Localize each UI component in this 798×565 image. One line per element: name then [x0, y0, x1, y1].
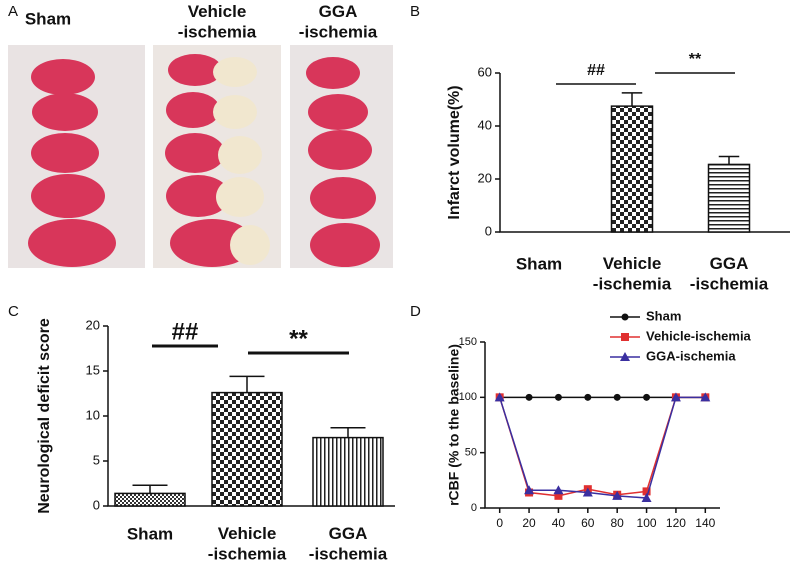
- significance-label: **: [289, 325, 308, 352]
- marker: [554, 491, 563, 500]
- y-tick-label: 0: [93, 497, 100, 512]
- legend-label: Sham: [646, 308, 681, 323]
- marker: [700, 392, 711, 402]
- marker: [553, 485, 564, 495]
- error-bar: [132, 484, 168, 494]
- marker: [554, 393, 562, 401]
- x-tick-label: Vehicle -ischemia: [593, 254, 672, 293]
- bar: [312, 436, 384, 507]
- x-tick-label: 80: [611, 516, 625, 530]
- marker: [670, 392, 681, 402]
- x-tick-label: Vehicle -ischemia: [208, 524, 287, 563]
- x-tick-label: 120: [666, 516, 686, 530]
- marker: [524, 485, 535, 495]
- error-bar: [229, 375, 265, 393]
- x-tick-label: GGA -ischemia: [690, 254, 769, 293]
- x-tick-label: 140: [695, 516, 715, 530]
- bar: [707, 163, 751, 233]
- legend-label: Vehicle-ischemia: [646, 328, 752, 343]
- error-bar: [621, 92, 643, 107]
- y-tick-label: 15: [86, 362, 100, 377]
- y-tick-label: 40: [478, 117, 492, 132]
- marker: [525, 393, 533, 401]
- marker: [612, 490, 623, 500]
- line: [498, 396, 706, 497]
- y-tick-label: 60: [478, 64, 492, 79]
- error-bar: [718, 155, 740, 165]
- y-tick-label: 50: [465, 447, 477, 459]
- column-label: Vehicle -ischemia: [178, 2, 257, 41]
- y-tick-label: 100: [459, 391, 477, 403]
- legend-label: GGA-ischemia: [646, 348, 736, 363]
- bar: [114, 492, 186, 507]
- marker: [582, 487, 593, 497]
- marker: [621, 313, 629, 321]
- y-tick-label: 0: [471, 502, 477, 514]
- marker: [494, 392, 505, 402]
- y-tick-label: 5: [93, 452, 100, 467]
- brain-photos: [8, 45, 393, 268]
- y-axis-label: Infarct volume(%): [446, 85, 463, 219]
- y-tick-label: 20: [478, 170, 492, 185]
- x-tick-label: 20: [522, 516, 536, 530]
- x-tick-label: 100: [637, 516, 657, 530]
- significance-label: ##: [172, 318, 199, 345]
- x-tick-label: Sham: [516, 254, 562, 273]
- marker: [641, 493, 652, 503]
- x-tick-label: 0: [496, 516, 503, 530]
- significance-label: ##: [587, 62, 605, 79]
- error-bar: [330, 426, 366, 438]
- marker: [584, 393, 592, 401]
- column-label: Sham: [25, 9, 71, 28]
- line: [498, 396, 706, 499]
- y-tick-label: 10: [86, 407, 100, 422]
- marker: [643, 393, 651, 401]
- y-tick-label: 150: [459, 336, 477, 348]
- marker: [620, 352, 630, 361]
- y-axis-label: rCBF (% to the baseline): [446, 344, 462, 506]
- panel-label: B: [410, 3, 420, 20]
- panel-label: C: [8, 303, 19, 320]
- axis: [484, 342, 720, 509]
- y-tick-label: 20: [86, 317, 100, 332]
- marker: [642, 487, 651, 496]
- x-tick-label: Sham: [127, 524, 173, 543]
- column-label: GGA -ischemia: [299, 2, 378, 41]
- x-tick-label: 60: [581, 516, 595, 530]
- significance-label: **: [689, 51, 702, 68]
- x-tick-label: GGA -ischemia: [309, 524, 388, 563]
- y-tick-label: 0: [485, 223, 492, 238]
- bar: [610, 105, 654, 233]
- x-tick-label: 40: [552, 516, 566, 530]
- bar: [211, 391, 283, 507]
- panel-label: D: [410, 303, 421, 320]
- marker: [621, 333, 629, 341]
- y-axis-label: Neurological deficit score: [36, 318, 53, 514]
- marker: [613, 393, 621, 401]
- panel-label: A: [8, 3, 18, 20]
